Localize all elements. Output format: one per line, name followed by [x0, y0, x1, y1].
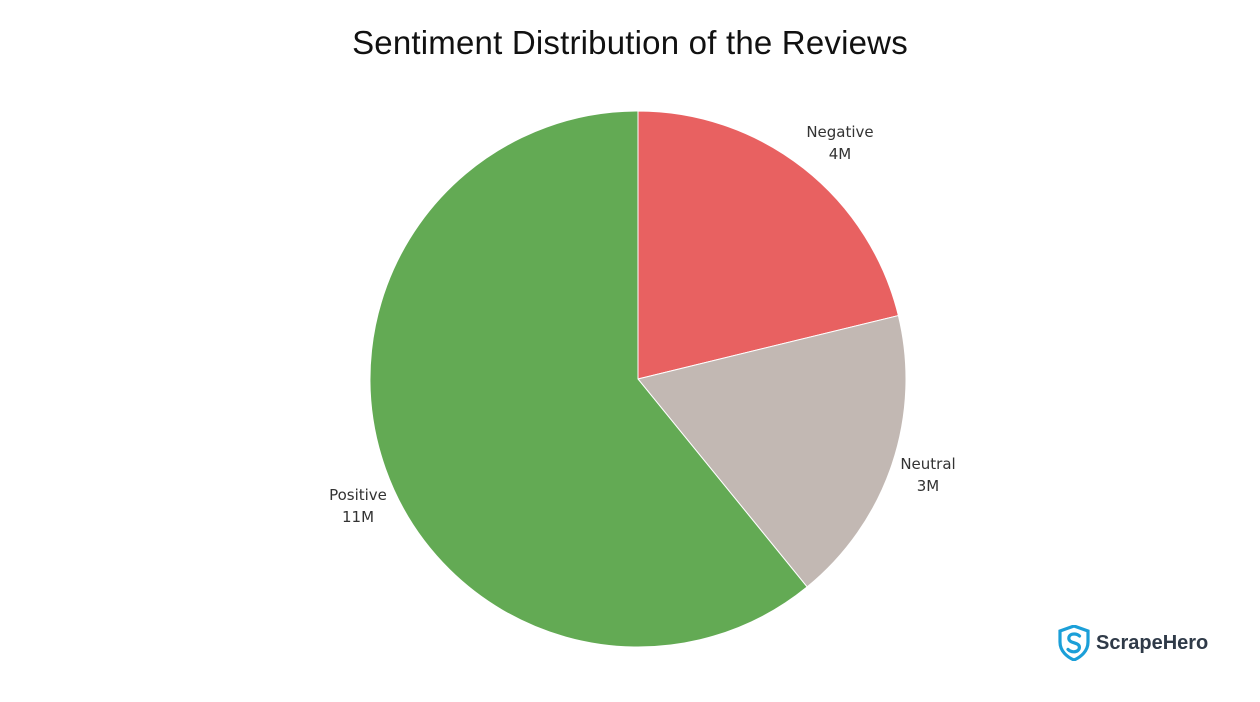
- slice-label-neutral: Neutral 3M: [878, 453, 978, 497]
- scrapehero-logo: ScrapeHero: [1058, 625, 1208, 661]
- shield-s-icon: [1058, 625, 1090, 661]
- slice-label-negative-value: 4M: [828, 145, 852, 163]
- slice-label-positive: Positive 11M: [308, 484, 408, 528]
- chart-title: Sentiment Distribution of the Reviews: [352, 24, 908, 61]
- pie-slice-negative: [637, 110, 899, 380]
- slice-label-negative-name: Negative: [806, 123, 874, 141]
- slice-label-positive-value: 11M: [341, 508, 375, 526]
- pie-slice-neutral: [637, 314, 907, 588]
- logo-text: ScrapeHero: [1096, 631, 1209, 654]
- slice-label-neutral-value: 3M: [916, 477, 940, 495]
- slice-label-positive-name: Positive: [329, 486, 387, 504]
- slice-label-neutral-name: Neutral: [900, 455, 956, 473]
- pie-slice-positive: [369, 110, 808, 648]
- slice-label-negative: Negative 4M: [790, 121, 890, 165]
